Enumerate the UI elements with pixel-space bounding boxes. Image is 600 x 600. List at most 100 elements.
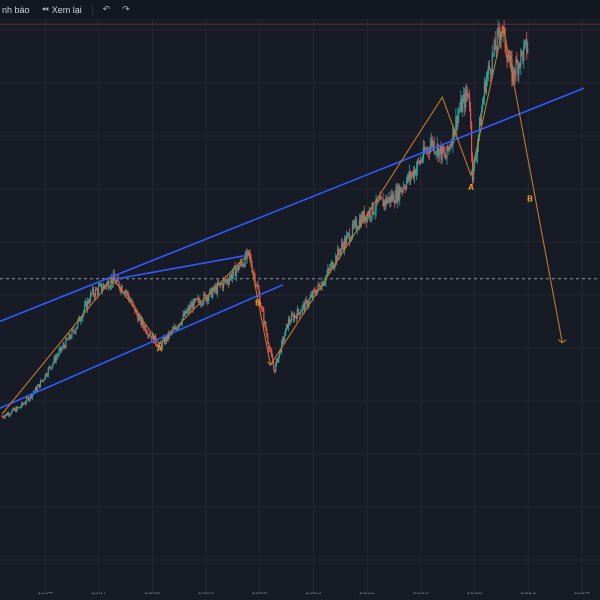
candle-body — [283, 335, 286, 341]
candle-body — [265, 321, 267, 331]
candle-body — [267, 335, 269, 343]
candle-body — [288, 319, 291, 323]
redo-icon: ↷ — [122, 4, 130, 14]
candle-body — [446, 145, 448, 159]
candle-body — [155, 343, 158, 346]
candle-body — [456, 116, 458, 127]
x-tick-label: 1997 — [90, 592, 107, 596]
candle-body — [147, 333, 149, 336]
candle-body — [355, 220, 358, 230]
candle-body — [10, 413, 12, 415]
candle-body — [152, 334, 154, 340]
candle-body — [190, 305, 192, 308]
x-tick-label: 2009 — [305, 592, 322, 596]
candle-body — [103, 284, 105, 286]
candle-body — [94, 288, 97, 297]
candle-body — [320, 288, 322, 290]
candle-body — [516, 59, 518, 63]
candle-body — [253, 272, 255, 275]
candle-body — [220, 283, 223, 285]
candle-body — [524, 41, 526, 46]
candle-body — [487, 65, 489, 74]
candle-body — [65, 338, 67, 348]
candle-body — [78, 316, 80, 321]
candle-body — [418, 161, 421, 164]
candle-body — [183, 314, 185, 317]
candle-body — [157, 344, 160, 348]
candle-body — [49, 366, 51, 368]
candle-body — [95, 288, 98, 290]
candle-body — [201, 303, 203, 305]
candle-body — [362, 211, 364, 222]
candle-body — [306, 300, 308, 307]
candle-body — [81, 319, 83, 321]
candle-body — [493, 39, 495, 54]
candle-body — [264, 321, 266, 324]
redo-button[interactable]: ↷ — [120, 4, 132, 15]
candle-body — [168, 332, 170, 338]
candle-body — [196, 298, 198, 300]
candle-body — [290, 314, 293, 323]
candle-body — [224, 279, 227, 282]
undo-button[interactable]: ↶ — [101, 4, 113, 15]
candle-body — [20, 407, 22, 408]
candle-body — [346, 233, 349, 236]
candle-body — [236, 265, 238, 270]
candle-body — [423, 146, 425, 153]
candle-body — [203, 293, 205, 303]
candle-body — [25, 402, 27, 404]
candle-body — [365, 217, 367, 222]
candle-body — [327, 268, 329, 274]
candle-body — [244, 253, 246, 267]
candle-body — [162, 337, 165, 341]
candle-body — [323, 283, 325, 286]
candle-body — [125, 291, 127, 293]
candle-body — [208, 296, 210, 301]
candle-body — [212, 290, 214, 298]
candle-body — [518, 63, 520, 75]
candle-body — [202, 302, 204, 305]
candle-body — [34, 387, 37, 392]
candle-body — [2, 416, 4, 418]
alert-label: nh báo — [2, 4, 30, 15]
trendline — [0, 283, 284, 410]
candle-body — [520, 50, 522, 67]
candle-body — [235, 269, 237, 277]
candle-body — [417, 160, 420, 162]
candle-body — [113, 273, 115, 280]
candle-body — [189, 305, 191, 311]
x-tick-label: 2015 — [413, 592, 429, 596]
candle-body — [396, 189, 398, 202]
candle-body — [372, 202, 374, 214]
candle-body — [395, 189, 397, 204]
candle-body — [388, 196, 390, 200]
x-tick-label: 2024 — [574, 592, 590, 596]
candle-body — [432, 141, 434, 147]
candle-body — [12, 408, 14, 411]
candle-body — [63, 344, 65, 346]
chart-toolbar: nh báo ⏪︎ Xem lại ↶ ↷ — [0, 0, 600, 20]
candle-body — [151, 335, 153, 340]
candle-body — [109, 286, 111, 288]
candle-body — [96, 289, 99, 295]
candle-body — [397, 185, 399, 202]
candle-body — [514, 75, 516, 77]
candle-body — [384, 200, 386, 205]
candle-body — [279, 350, 281, 356]
candle-body — [303, 303, 305, 311]
candle-body — [393, 193, 395, 203]
candle-body — [281, 338, 284, 342]
candle-body — [282, 338, 285, 341]
candle-body — [373, 213, 375, 215]
x-tick-label: 2018 — [466, 592, 483, 596]
replay-button[interactable]: ⏪︎ Xem lại — [40, 4, 84, 15]
price-chart[interactable]: A B A B — [0, 20, 600, 592]
candle-body — [211, 288, 213, 298]
candle-body — [13, 408, 15, 411]
candle-body — [16, 406, 18, 412]
candle-body — [387, 199, 389, 204]
candle-body — [105, 283, 107, 287]
candle-body — [375, 199, 377, 211]
candle-body — [163, 337, 166, 344]
alert-button[interactable]: nh báo — [0, 5, 32, 15]
